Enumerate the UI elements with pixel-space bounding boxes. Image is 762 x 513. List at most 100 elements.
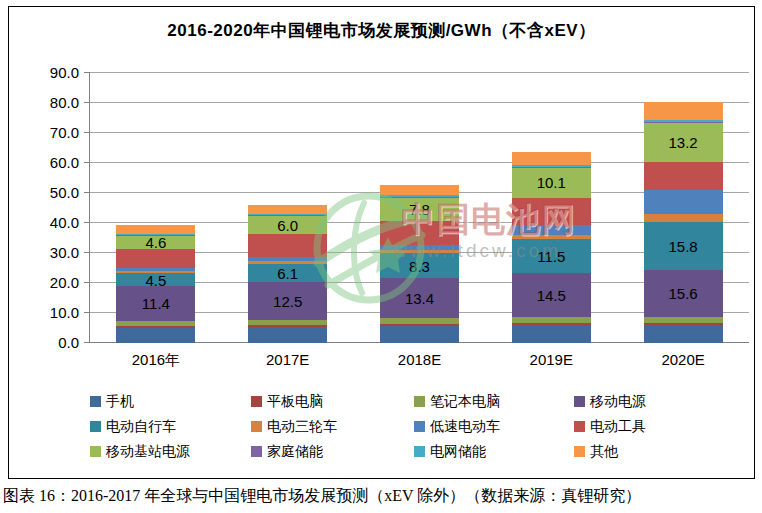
y-axis-label: 90.0 bbox=[24, 64, 79, 82]
bar-segment-电动三轮车 bbox=[248, 261, 327, 264]
legend-item: 笔记本电脑 bbox=[414, 393, 574, 411]
bar-segment-手机 bbox=[644, 325, 723, 343]
stacked-bar: 12.5 6.1 6.0 bbox=[248, 205, 327, 343]
bar-segment-移动电源: 14.5 bbox=[512, 273, 591, 317]
bar-segment-平板电脑 bbox=[116, 326, 195, 328]
legend-swatch-icon bbox=[251, 446, 262, 457]
bar-segment-电动自行车: 11.5 bbox=[512, 239, 591, 274]
chart-legend: 手机 平板电脑笔记本电脑移动电源电动自行车 电动三轮车 低速电动车 电动工具移动基站电源… bbox=[90, 389, 724, 464]
bar-segment-移动电源: 12.5 bbox=[248, 282, 327, 320]
bar-segment-电动工具 bbox=[248, 234, 327, 257]
bar-segment-电网储能 bbox=[644, 120, 723, 122]
category-slot: 11.44.54.62016年 bbox=[90, 73, 222, 343]
stacked-bar: 11.4 4.5 4.6 bbox=[116, 225, 195, 343]
legend-label: 低速电动车 bbox=[430, 418, 500, 436]
bar-segment-笔记本电脑 bbox=[512, 317, 591, 323]
segment-data-label: 11.4 bbox=[116, 295, 195, 312]
segment-data-label: 4.5 bbox=[116, 271, 195, 288]
legend-item: 电动工具 bbox=[574, 418, 724, 436]
legend-swatch-icon bbox=[251, 396, 262, 407]
bar-segment-电网储能 bbox=[116, 234, 195, 235]
bar-segment-电动自行车: 6.1 bbox=[248, 264, 327, 282]
segment-data-label: 12.5 bbox=[248, 292, 327, 309]
bar-segment-移动电源: 11.4 bbox=[116, 286, 195, 320]
legend-label: 电动工具 bbox=[590, 418, 646, 436]
bar-segment-移动基站电源: 13.2 bbox=[644, 122, 723, 162]
bar-segment-手机 bbox=[248, 327, 327, 343]
x-axis-label: 2017E bbox=[222, 351, 354, 368]
chart-title: 2016-2020年中国锂电市场发展预测/GWh（不含xEV） bbox=[9, 19, 754, 42]
stacked-bar: 15.6 15.8 13.2 bbox=[644, 102, 723, 343]
bar-segment-平板电脑 bbox=[644, 323, 723, 325]
chart-frame: 2016-2020年中国锂电市场发展预测/GWh（不含xEV） 0.010.02… bbox=[8, 6, 755, 479]
bar-segment-其他 bbox=[248, 205, 327, 214]
bar-segment-移动基站电源: 7.8 bbox=[380, 197, 459, 220]
bar-segment-移动电源: 15.6 bbox=[644, 270, 723, 317]
bar-segment-其他 bbox=[644, 102, 723, 120]
bar-segment-电动自行车: 4.5 bbox=[116, 273, 195, 287]
legend-item: 电动三轮车 bbox=[251, 418, 414, 436]
legend-item: 手机 bbox=[90, 393, 251, 411]
legend-item: 电动自行车 bbox=[90, 418, 251, 436]
x-axis-label: 2016年 bbox=[90, 351, 222, 370]
legend-label: 移动电源 bbox=[590, 393, 646, 411]
bar-segment-电动三轮车 bbox=[512, 235, 591, 239]
bar-segment-电动三轮车 bbox=[644, 214, 723, 222]
stacked-bar: 14.511.510.1 bbox=[512, 152, 591, 343]
category-slot: 14.511.510.12019E bbox=[485, 73, 617, 343]
y-axis-label: 50.0 bbox=[24, 184, 79, 202]
y-axis-label: 80.0 bbox=[24, 94, 79, 112]
segment-data-label: 13.4 bbox=[380, 290, 459, 307]
bars-layer: 11.44.54.62016年12.56.16.02017E13.48.37.8… bbox=[90, 73, 749, 343]
legend-item: 家庭储能 bbox=[251, 443, 414, 461]
legend-item: 电网储能 bbox=[414, 443, 574, 461]
x-axis-label: 2020E bbox=[617, 351, 749, 368]
segment-data-label: 6.0 bbox=[248, 216, 327, 233]
bar-segment-电网储能 bbox=[512, 165, 591, 167]
segment-data-label: 13.2 bbox=[644, 134, 723, 151]
bar-segment-手机 bbox=[512, 325, 591, 343]
stacked-bar: 13.4 8.3 7.8 bbox=[380, 185, 459, 343]
bar-segment-平板电脑 bbox=[248, 325, 327, 327]
bar-segment-笔记本电脑 bbox=[644, 317, 723, 324]
legend-label: 手机 bbox=[106, 393, 134, 411]
legend-label: 其他 bbox=[590, 443, 618, 461]
y-axis-label: 10.0 bbox=[24, 304, 79, 322]
legend-label: 家庭储能 bbox=[267, 443, 323, 461]
segment-data-label: 4.6 bbox=[116, 233, 195, 250]
bar-segment-电动工具 bbox=[380, 221, 459, 245]
legend-item: 平板电脑 bbox=[251, 393, 414, 411]
legend-swatch-icon bbox=[414, 396, 425, 407]
legend-swatch-icon bbox=[414, 446, 425, 457]
bar-segment-电动自行车: 15.8 bbox=[644, 222, 723, 269]
legend-swatch-icon bbox=[90, 421, 101, 432]
bar-segment-其他 bbox=[380, 185, 459, 195]
y-axis-label: 70.0 bbox=[24, 124, 79, 142]
y-axis-label: 20.0 bbox=[24, 274, 79, 292]
y-axis-label: 30.0 bbox=[24, 244, 79, 262]
legend-label: 电动自行车 bbox=[106, 418, 176, 436]
segment-data-label: 15.6 bbox=[644, 285, 723, 302]
legend-label: 移动基站电源 bbox=[106, 443, 190, 461]
screenshot-root: { "figure": { "title": "2016-2020年中国锂电市场… bbox=[0, 0, 762, 513]
legend-swatch-icon bbox=[574, 421, 585, 432]
segment-data-label: 11.5 bbox=[512, 248, 591, 265]
bar-segment-低速电动车 bbox=[248, 257, 327, 261]
bar-segment-低速电动车 bbox=[512, 225, 591, 235]
bar-segment-电动工具 bbox=[512, 198, 591, 226]
x-axis-label: 2019E bbox=[485, 351, 617, 368]
legend-label: 电动三轮车 bbox=[267, 418, 337, 436]
legend-item: 低速电动车 bbox=[414, 418, 574, 436]
bar-segment-低速电动车 bbox=[644, 190, 723, 214]
bar-segment-笔记本电脑 bbox=[116, 321, 195, 326]
segment-data-label: 14.5 bbox=[512, 287, 591, 304]
legend-swatch-icon bbox=[90, 446, 101, 457]
bar-segment-平板电脑 bbox=[512, 323, 591, 325]
bar-segment-其他 bbox=[512, 152, 591, 166]
bar-segment-笔记本电脑 bbox=[380, 318, 459, 324]
bar-segment-手机 bbox=[116, 328, 195, 343]
legend-swatch-icon bbox=[251, 421, 262, 432]
bar-segment-电动自行车: 8.3 bbox=[380, 253, 459, 278]
bar-segment-电网储能 bbox=[380, 195, 459, 197]
bar-segment-电动三轮车 bbox=[380, 250, 459, 253]
